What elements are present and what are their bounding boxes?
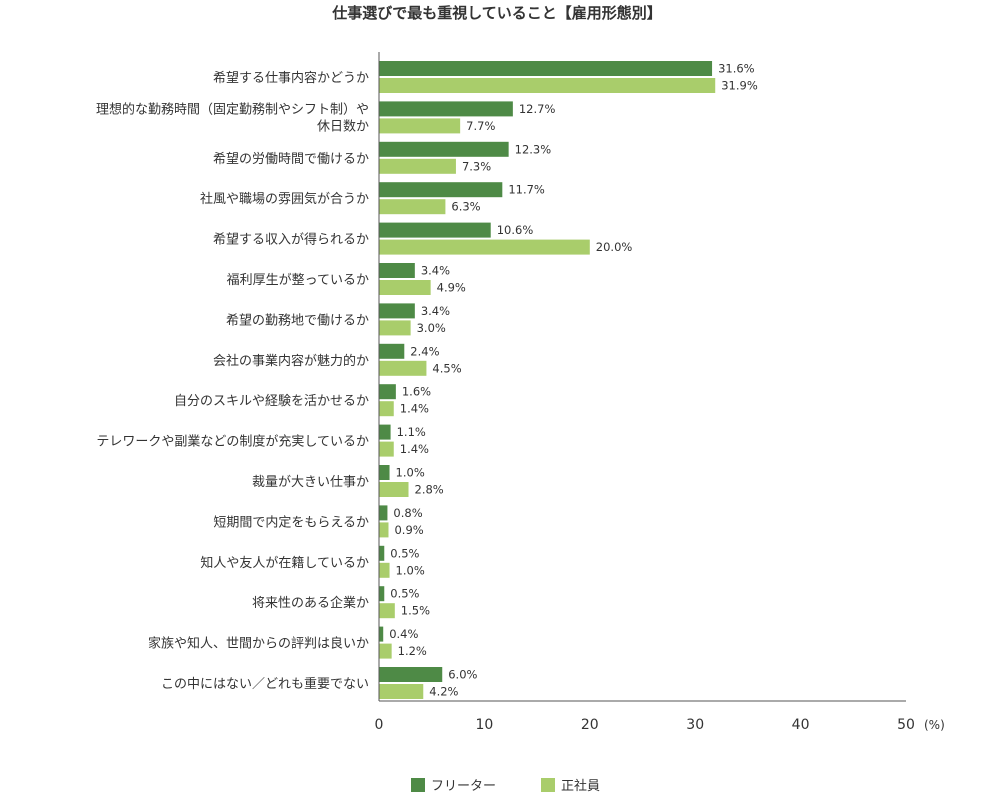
value-label-freeter-2: 12.3%: [515, 142, 552, 156]
category-label-8: 自分のスキルや経験を活かせるか: [174, 394, 369, 409]
category-label-12: 知人や友人が在籍しているか: [200, 555, 369, 571]
legend-swatch-freeter: [411, 778, 425, 792]
category-label-3: 社風や職場の雰囲気が合うか: [200, 191, 369, 207]
category-label-1: 理想的な勤務時間（固定勤務制やシフト制）や休日数か: [96, 101, 369, 134]
category-label-2: 希望の労働時間で働けるか: [213, 151, 369, 167]
bar-freeter-12: [379, 545, 385, 561]
category-label-11: 短期間で内定をもらえるか: [213, 514, 369, 530]
value-label-seishain-11: 0.9%: [394, 523, 423, 537]
bar-seishain-13: [379, 603, 395, 619]
category-label-15: この中にはない／どれも重要でない: [161, 676, 369, 692]
bar-seishain-10: [379, 482, 409, 497]
x-tick-label-20: 20: [581, 717, 599, 733]
bar-seishain-3: [379, 199, 446, 215]
category-label-7: 会社の事業内容が魅力的か: [213, 353, 369, 369]
value-label-freeter-7: 2.4%: [410, 344, 439, 358]
bar-freeter-15: [379, 667, 443, 682]
value-label-freeter-11: 0.8%: [393, 506, 422, 520]
value-label-freeter-14: 0.4%: [389, 627, 418, 641]
x-unit-label: (%): [924, 718, 945, 732]
bar-seishain-12: [379, 562, 390, 578]
value-label-freeter-1: 12.7%: [519, 102, 556, 116]
value-label-freeter-5: 3.4%: [421, 264, 450, 278]
bar-freeter-9: [379, 424, 391, 440]
x-tick-label-40: 40: [792, 717, 810, 733]
value-label-freeter-15: 6.0%: [448, 668, 477, 682]
value-label-freeter-12: 0.5%: [390, 546, 419, 560]
value-label-freeter-4: 10.6%: [497, 223, 534, 237]
value-label-seishain-1: 7.7%: [466, 119, 495, 133]
bar-seishain-2: [379, 158, 456, 174]
bar-freeter-10: [379, 465, 390, 480]
value-label-freeter-13: 0.5%: [390, 587, 419, 601]
x-tick-label-0: 0: [375, 717, 384, 733]
value-label-seishain-12: 1.0%: [396, 563, 425, 577]
category-label-10: 裁量が大きい仕事か: [252, 474, 369, 490]
bar-seishain-11: [379, 522, 389, 538]
value-label-seishain-4: 20.0%: [596, 240, 633, 254]
bar-freeter-13: [379, 586, 385, 602]
category-label-0: 希望する仕事内容かどうか: [213, 70, 369, 86]
value-label-seishain-0: 31.9%: [721, 79, 758, 93]
bar-seishain-7: [379, 360, 427, 376]
x-tick-label-10: 10: [475, 717, 493, 733]
value-label-seishain-6: 3.0%: [417, 321, 446, 335]
bar-seishain-15: [379, 684, 424, 699]
value-label-seishain-3: 6.3%: [451, 200, 480, 214]
value-label-seishain-13: 1.5%: [401, 604, 430, 618]
legend-label-seishain: 正社員: [561, 778, 600, 794]
bar-freeter-4: [379, 222, 491, 238]
bar-seishain-5: [379, 280, 431, 295]
category-label-6: 希望の勤務地で働けるか: [226, 312, 369, 328]
bar-freeter-6: [379, 303, 415, 319]
bar-seishain-1: [379, 118, 461, 134]
bar-freeter-8: [379, 384, 396, 400]
category-label-14: 家族や知人、世間からの評判は良いか: [148, 636, 369, 652]
value-label-seishain-5: 4.9%: [437, 281, 466, 295]
category-label-4: 希望する収入が得られるか: [213, 232, 369, 248]
bar-freeter-14: [379, 626, 384, 642]
bar-seishain-8: [379, 401, 394, 417]
value-label-freeter-9: 1.1%: [397, 425, 426, 439]
category-label-13: 将来性のある企業か: [252, 595, 369, 611]
bar-freeter-1: [379, 101, 513, 117]
value-label-freeter-0: 31.6%: [718, 62, 755, 76]
chart-title: 仕事選びで最も重視していること【雇用形態別】: [331, 4, 662, 22]
value-label-seishain-7: 4.5%: [432, 361, 461, 375]
bar-seishain-0: [379, 78, 716, 93]
value-label-seishain-2: 7.3%: [462, 159, 491, 173]
bar-freeter-7: [379, 343, 405, 359]
bar-seishain-9: [379, 441, 394, 457]
bar-freeter-5: [379, 263, 415, 278]
value-label-freeter-8: 1.6%: [402, 385, 431, 399]
value-label-seishain-10: 2.8%: [415, 483, 444, 497]
value-label-seishain-15: 4.2%: [429, 685, 458, 699]
bar-freeter-3: [379, 182, 503, 198]
value-label-seishain-9: 1.4%: [400, 442, 429, 456]
bar-freeter-2: [379, 141, 509, 157]
category-label-9: テレワークや副業などの制度が充実しているか: [96, 434, 369, 450]
value-label-freeter-6: 3.4%: [421, 304, 450, 318]
category-label-5: 福利厚生が整っているか: [227, 273, 369, 288]
legend-swatch-seishain: [541, 778, 555, 792]
bar-seishain-6: [379, 320, 411, 336]
bar-seishain-4: [379, 239, 590, 255]
bar-seishain-14: [379, 643, 392, 659]
bar-freeter-0: [379, 61, 713, 76]
x-tick-label-50: 50: [897, 717, 915, 733]
value-label-freeter-10: 1.0%: [396, 466, 425, 480]
bar-freeter-11: [379, 505, 388, 521]
value-label-freeter-3: 11.7%: [508, 183, 545, 197]
value-label-seishain-14: 1.2%: [398, 644, 427, 658]
value-label-seishain-8: 1.4%: [400, 402, 429, 416]
x-tick-label-30: 30: [686, 717, 704, 733]
legend-label-freeter: フリーター: [431, 779, 496, 794]
